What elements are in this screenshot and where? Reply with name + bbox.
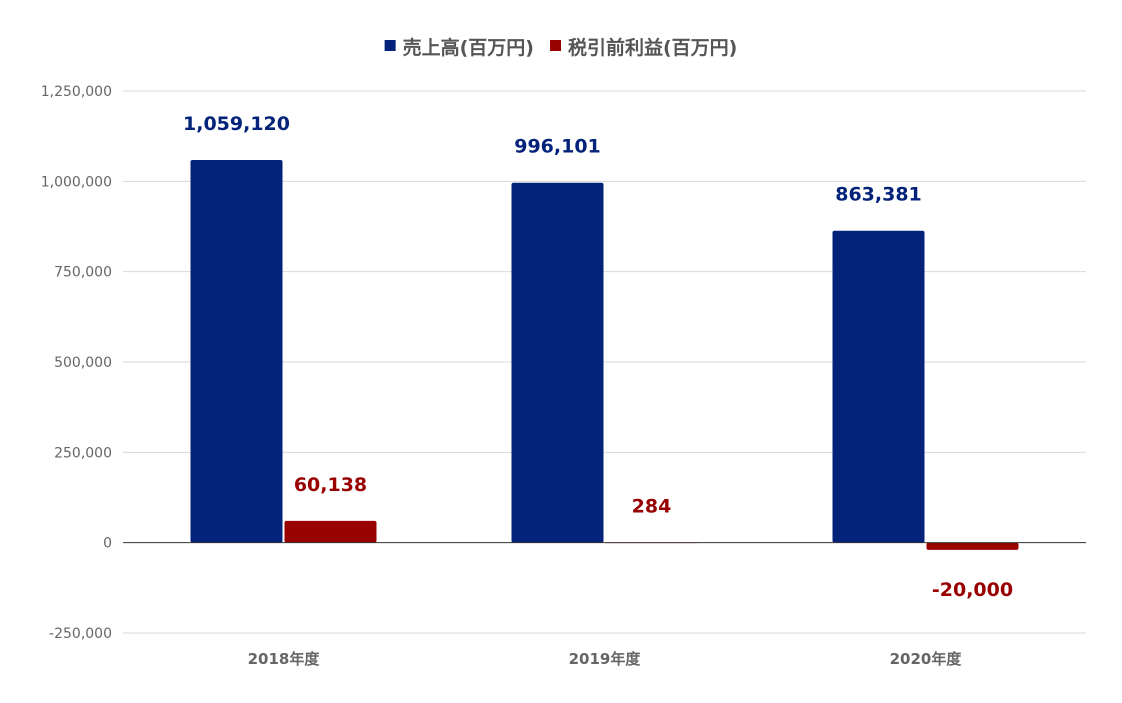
data-label: 60,138	[294, 474, 367, 496]
x-tick-label: 2019年度	[569, 650, 642, 668]
legend-swatch	[550, 40, 561, 51]
legend-item: 税引前利益(百万円)	[550, 36, 737, 59]
data-label: 863,381	[835, 184, 922, 206]
bar-pretax-profit-2018年度	[284, 520, 377, 543]
y-tick-label: 0	[103, 536, 112, 552]
y-tick-label: 250,000	[54, 445, 112, 461]
bars	[190, 159, 1019, 550]
bar-sales-2019年度	[511, 182, 604, 543]
bar-pretax-profit-2020年度	[926, 542, 1019, 550]
bar-sales-2020年度	[832, 230, 925, 543]
data-label: 996,101	[514, 136, 601, 158]
y-tick-label: -250,000	[49, 626, 112, 642]
y-axis: -250,000 0 250,000 500,000 750,000 1,000,000 1…	[41, 84, 112, 642]
y-tick-label: 1,250,000	[41, 84, 112, 100]
data-labels: 1,059,120 996,101 863,381 60,138 284 -20,000	[183, 113, 1013, 601]
x-tick-label: 2020年度	[890, 650, 963, 668]
y-tick-label: 1,000,000	[41, 174, 112, 190]
gridlines	[123, 90, 1086, 634]
data-label: -20,000	[932, 579, 1013, 601]
legend-label: 税引前利益(百万円)	[568, 36, 737, 59]
y-tick-label: 750,000	[54, 265, 112, 281]
legend: 売上高(百万円) 税引前利益(百万円)	[384, 36, 737, 59]
x-axis: 2018年度 2019年度 2020年度	[248, 650, 963, 668]
legend-label: 売上高(百万円)	[403, 36, 534, 59]
y-tick-label: 500,000	[54, 355, 112, 371]
legend-swatch	[384, 40, 396, 51]
data-label: 284	[632, 496, 672, 518]
bar-sales-2018年度	[190, 159, 283, 543]
legend-item: 売上高(百万円)	[384, 36, 534, 59]
data-label: 1,059,120	[183, 113, 290, 135]
x-tick-label: 2018年度	[248, 650, 321, 668]
